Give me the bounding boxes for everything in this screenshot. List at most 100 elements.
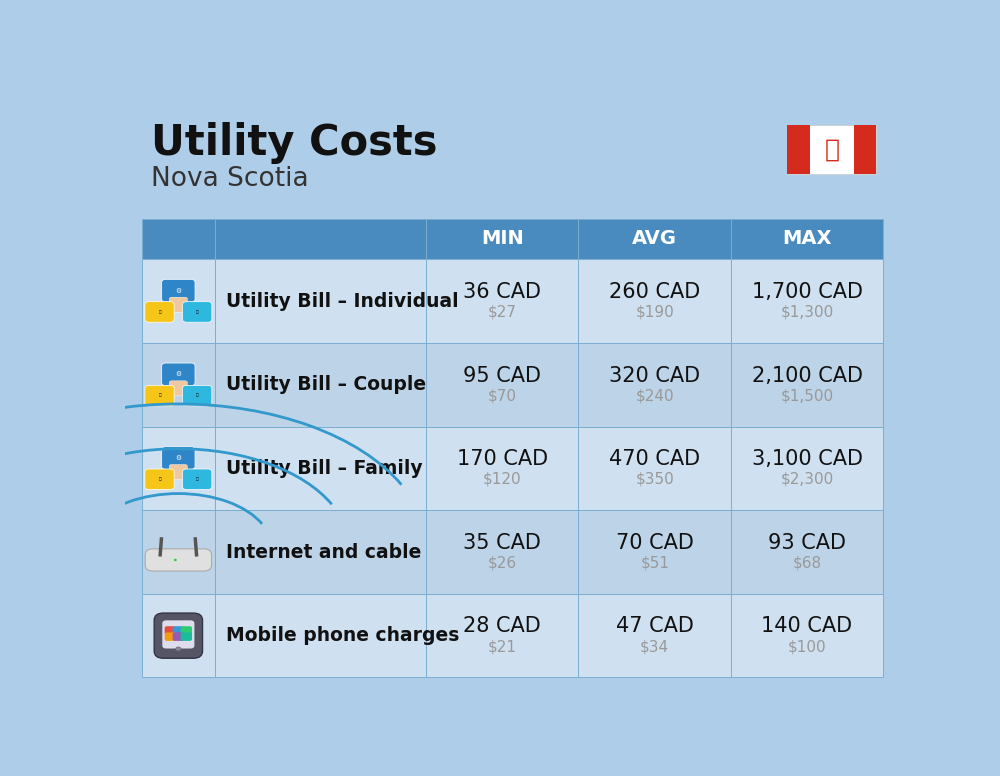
FancyBboxPatch shape bbox=[142, 219, 215, 259]
FancyBboxPatch shape bbox=[142, 343, 215, 427]
FancyBboxPatch shape bbox=[165, 626, 176, 635]
Text: 36 CAD: 36 CAD bbox=[463, 282, 541, 302]
FancyBboxPatch shape bbox=[145, 549, 212, 571]
FancyBboxPatch shape bbox=[426, 594, 578, 677]
Text: MAX: MAX bbox=[782, 230, 832, 248]
Text: 95 CAD: 95 CAD bbox=[463, 365, 541, 386]
Text: 470 CAD: 470 CAD bbox=[609, 449, 700, 469]
Text: 260 CAD: 260 CAD bbox=[609, 282, 700, 302]
FancyBboxPatch shape bbox=[162, 620, 194, 649]
Text: 170 CAD: 170 CAD bbox=[457, 449, 548, 469]
FancyBboxPatch shape bbox=[426, 259, 578, 343]
FancyBboxPatch shape bbox=[183, 469, 212, 490]
FancyBboxPatch shape bbox=[162, 447, 195, 469]
FancyBboxPatch shape bbox=[426, 219, 578, 259]
FancyBboxPatch shape bbox=[731, 427, 883, 510]
Text: $100: $100 bbox=[788, 639, 826, 654]
Circle shape bbox=[176, 647, 181, 651]
Text: 🔌: 🔌 bbox=[158, 477, 161, 481]
FancyBboxPatch shape bbox=[426, 510, 578, 594]
FancyBboxPatch shape bbox=[145, 386, 174, 406]
Text: Mobile phone charges: Mobile phone charges bbox=[226, 626, 459, 645]
FancyBboxPatch shape bbox=[215, 427, 426, 510]
Text: 🚿: 🚿 bbox=[196, 310, 198, 314]
FancyBboxPatch shape bbox=[215, 259, 426, 343]
FancyBboxPatch shape bbox=[578, 427, 731, 510]
FancyBboxPatch shape bbox=[162, 363, 195, 386]
FancyBboxPatch shape bbox=[142, 594, 215, 677]
FancyBboxPatch shape bbox=[142, 427, 215, 510]
Text: 🚿: 🚿 bbox=[196, 393, 198, 397]
FancyBboxPatch shape bbox=[787, 126, 876, 175]
Text: Utility Bill – Family: Utility Bill – Family bbox=[226, 459, 422, 478]
FancyBboxPatch shape bbox=[731, 343, 883, 427]
FancyBboxPatch shape bbox=[169, 297, 187, 312]
FancyBboxPatch shape bbox=[731, 219, 883, 259]
Text: ⚙: ⚙ bbox=[175, 455, 181, 461]
Text: $68: $68 bbox=[792, 556, 822, 570]
FancyBboxPatch shape bbox=[142, 510, 215, 594]
Text: 1,700 CAD: 1,700 CAD bbox=[752, 282, 863, 302]
Text: $240: $240 bbox=[635, 388, 674, 403]
Text: 2,100 CAD: 2,100 CAD bbox=[752, 365, 863, 386]
FancyBboxPatch shape bbox=[731, 594, 883, 677]
FancyBboxPatch shape bbox=[145, 302, 174, 322]
Text: $70: $70 bbox=[488, 388, 517, 403]
FancyBboxPatch shape bbox=[162, 279, 195, 302]
FancyBboxPatch shape bbox=[181, 626, 192, 635]
Text: 3,100 CAD: 3,100 CAD bbox=[752, 449, 863, 469]
Text: 🍁: 🍁 bbox=[824, 138, 839, 162]
FancyBboxPatch shape bbox=[173, 632, 184, 641]
Text: 🚿: 🚿 bbox=[196, 477, 198, 481]
FancyBboxPatch shape bbox=[169, 465, 187, 480]
FancyBboxPatch shape bbox=[183, 386, 212, 406]
FancyBboxPatch shape bbox=[426, 343, 578, 427]
Text: 70 CAD: 70 CAD bbox=[616, 533, 694, 553]
FancyBboxPatch shape bbox=[787, 126, 810, 175]
FancyBboxPatch shape bbox=[145, 469, 174, 490]
Text: Utility Costs: Utility Costs bbox=[151, 122, 437, 164]
FancyBboxPatch shape bbox=[154, 613, 203, 658]
FancyBboxPatch shape bbox=[215, 510, 426, 594]
Text: MIN: MIN bbox=[481, 230, 524, 248]
FancyBboxPatch shape bbox=[142, 259, 215, 343]
Text: Internet and cable: Internet and cable bbox=[226, 542, 421, 562]
Text: 140 CAD: 140 CAD bbox=[761, 616, 853, 636]
Text: 🔌: 🔌 bbox=[158, 310, 161, 314]
FancyBboxPatch shape bbox=[173, 626, 184, 635]
Text: $2,300: $2,300 bbox=[780, 472, 834, 487]
Circle shape bbox=[174, 559, 177, 561]
FancyBboxPatch shape bbox=[578, 510, 731, 594]
Text: $51: $51 bbox=[640, 556, 669, 570]
FancyBboxPatch shape bbox=[426, 427, 578, 510]
Text: $350: $350 bbox=[635, 472, 674, 487]
Text: AVG: AVG bbox=[632, 230, 677, 248]
FancyBboxPatch shape bbox=[731, 259, 883, 343]
Text: 320 CAD: 320 CAD bbox=[609, 365, 700, 386]
FancyBboxPatch shape bbox=[578, 343, 731, 427]
FancyBboxPatch shape bbox=[169, 381, 187, 396]
Text: 47 CAD: 47 CAD bbox=[616, 616, 694, 636]
FancyBboxPatch shape bbox=[578, 594, 731, 677]
FancyBboxPatch shape bbox=[854, 126, 876, 175]
Text: $1,500: $1,500 bbox=[780, 388, 834, 403]
FancyBboxPatch shape bbox=[731, 510, 883, 594]
FancyBboxPatch shape bbox=[215, 343, 426, 427]
Text: ⚙: ⚙ bbox=[175, 288, 181, 293]
Text: $27: $27 bbox=[488, 304, 517, 320]
Text: 93 CAD: 93 CAD bbox=[768, 533, 846, 553]
Text: $1,300: $1,300 bbox=[780, 304, 834, 320]
Text: $120: $120 bbox=[483, 472, 521, 487]
FancyBboxPatch shape bbox=[183, 302, 212, 322]
Text: Utility Bill – Couple: Utility Bill – Couple bbox=[226, 376, 426, 394]
Text: ⚙: ⚙ bbox=[175, 372, 181, 377]
FancyBboxPatch shape bbox=[181, 632, 192, 641]
Text: $190: $190 bbox=[635, 304, 674, 320]
Text: Nova Scotia: Nova Scotia bbox=[151, 166, 308, 192]
Text: 35 CAD: 35 CAD bbox=[463, 533, 541, 553]
Text: Utility Bill – Individual: Utility Bill – Individual bbox=[226, 292, 458, 310]
FancyBboxPatch shape bbox=[165, 632, 176, 641]
Text: $26: $26 bbox=[488, 556, 517, 570]
FancyBboxPatch shape bbox=[578, 219, 731, 259]
FancyBboxPatch shape bbox=[578, 259, 731, 343]
